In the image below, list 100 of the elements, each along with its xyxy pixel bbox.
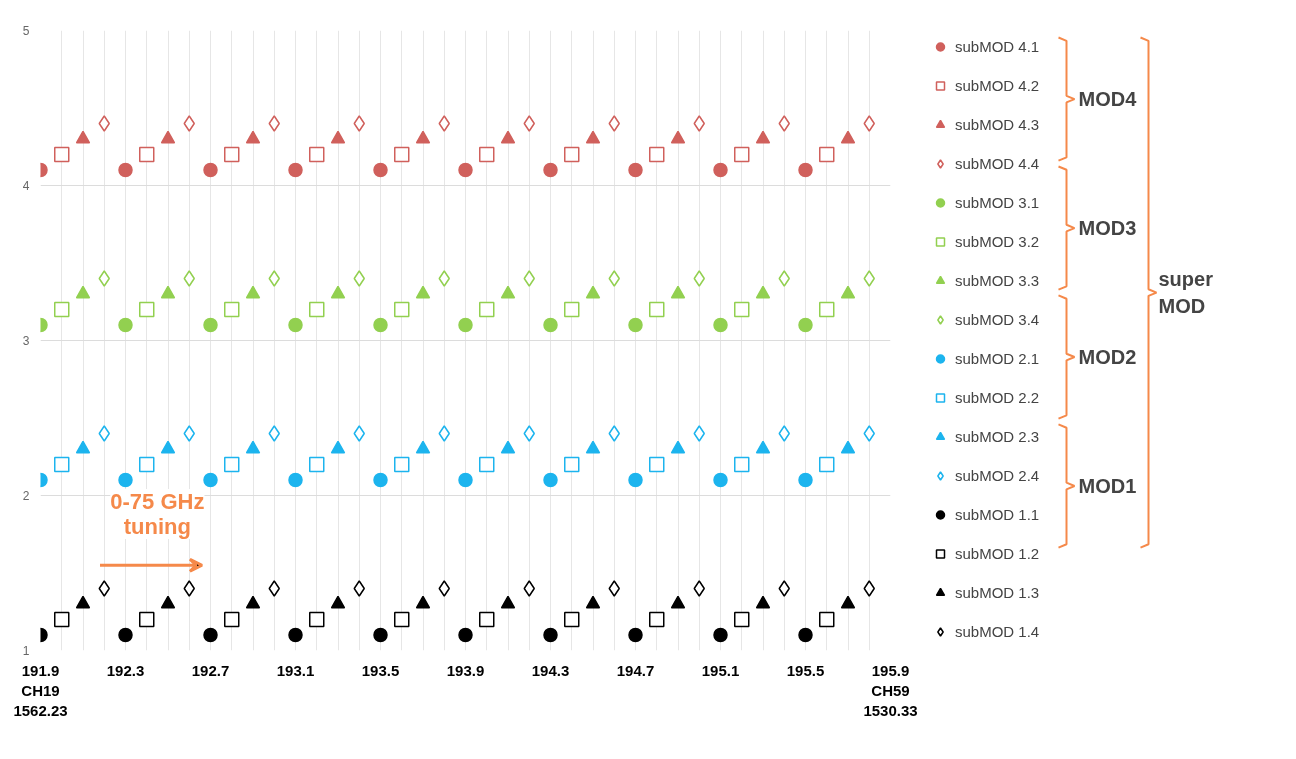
point [160,285,176,299]
point [394,301,410,318]
point [330,285,346,299]
point [798,162,813,178]
point [543,162,558,178]
point [628,472,643,488]
point [564,301,580,318]
point [75,440,91,454]
point [819,611,835,628]
point [353,115,365,132]
x-tick-label: 194.7 [616,661,655,679]
point [458,472,473,488]
x-tick-label: 195.9 CH59 1530.33 [863,661,918,720]
point [160,595,176,609]
y-tick-label: 2 [22,489,30,503]
x-tick-label: 192.3 [106,661,145,679]
x-tick-label: 192.7 [191,661,230,679]
point [309,611,325,628]
point [734,611,750,628]
point [224,611,240,628]
point [224,146,240,163]
point [268,115,280,132]
point [288,317,303,333]
point [118,317,133,333]
point [628,317,643,333]
point [203,317,218,333]
point [778,580,790,597]
point [778,270,790,287]
point [755,130,771,144]
x-tick-label: 193.1 [276,661,315,679]
point [438,425,450,442]
point [309,456,325,473]
point [649,301,665,318]
legend-label: subMOD 4.3 [955,115,1040,135]
point [523,270,535,287]
point [415,440,431,454]
point [670,595,686,609]
point [564,611,580,628]
point [734,146,750,163]
point [54,456,70,473]
legend-label: subMOD 2.4 [955,466,1040,486]
legend-label: subMOD 2.1 [955,349,1040,369]
point [543,317,558,333]
x-tick-label: 195.1 [701,661,740,679]
annotation: 0-75 GHz tuning [110,488,205,539]
point [500,285,516,299]
point [543,627,558,643]
point [649,611,665,628]
point [523,425,535,442]
point [863,425,875,442]
point [755,285,771,299]
point [353,270,365,287]
point [713,472,728,488]
point [245,285,261,299]
legend-label: subMOD 1.2 [955,544,1040,564]
point [670,285,686,299]
point [713,317,728,333]
text: MOD4 [1078,88,1138,111]
point [98,425,110,442]
legend-label: subMOD 4.4 [955,154,1040,174]
point [415,595,431,609]
legend-label: subMOD 1.3 [955,583,1040,603]
point [139,456,155,473]
point [353,580,365,597]
legend-label: subMOD 3.4 [955,310,1040,330]
point [373,317,388,333]
point [479,456,495,473]
point [479,146,495,163]
y-tick-label: 1 [22,644,30,658]
legend-label: subMOD 3.3 [955,271,1040,291]
point [98,115,110,132]
point [98,270,110,287]
y-tick-label: 5 [22,24,30,38]
y-tick-label: 3 [22,334,30,348]
point [819,301,835,318]
point [564,456,580,473]
point [649,456,665,473]
point [203,627,218,643]
point [245,440,261,454]
point [649,146,665,163]
point [288,472,303,488]
point [458,317,473,333]
point [160,440,176,454]
point [628,162,643,178]
point [353,425,365,442]
point [288,627,303,643]
point [778,425,790,442]
point [755,595,771,609]
point [670,440,686,454]
point [139,146,155,163]
point [330,130,346,144]
text: super MOD [1158,268,1214,317]
point [224,301,240,318]
point [819,456,835,473]
point [330,440,346,454]
point [840,595,856,609]
point [693,270,705,287]
legend-label: subMOD 4.1 [955,37,1040,57]
point [415,285,431,299]
point [54,146,70,163]
